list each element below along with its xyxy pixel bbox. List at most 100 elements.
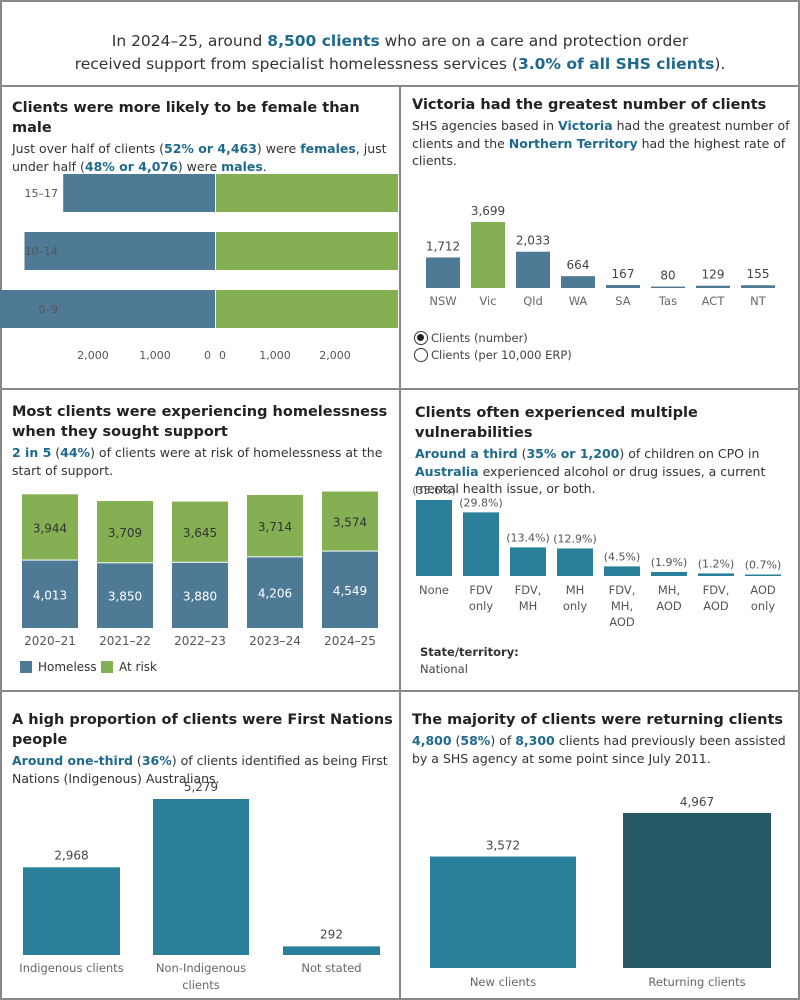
data-label: 3,714 xyxy=(258,520,292,534)
data-label: 4,967 xyxy=(680,795,714,809)
data-label: 1,712 xyxy=(426,239,460,253)
data-label: (0.7%) xyxy=(745,559,782,572)
bar-at-risk xyxy=(22,494,78,560)
panel-subtitle: 4,800 (58%) of 8,300 clients had previou… xyxy=(412,733,786,766)
data-label: 3,850 xyxy=(108,590,142,604)
panel-returning: The majority of clients were returning c… xyxy=(412,710,794,767)
category-label: FDV, xyxy=(703,583,730,597)
bar-female xyxy=(216,232,398,270)
bar-vulnerability xyxy=(557,548,593,576)
bar-vic xyxy=(471,222,505,288)
category-label: MH, xyxy=(658,583,680,597)
bar-vulnerability xyxy=(651,571,687,576)
data-label: 292 xyxy=(320,927,343,941)
category-label: NT xyxy=(750,294,767,308)
radio-unselected-icon[interactable] xyxy=(414,348,428,362)
category-label: New clients xyxy=(470,975,536,989)
radio-clients-rate[interactable]: Clients (per 10,000 ERP) xyxy=(414,348,572,362)
bar-first-nations xyxy=(283,946,380,955)
x-tick-label: 1,000 xyxy=(139,349,171,362)
category-label: None xyxy=(419,583,449,597)
bar-at-risk xyxy=(322,491,378,551)
returning-chart: 3,572 New clients 4,967 Returning clients xyxy=(430,795,771,989)
x-tick-label: 1,000 xyxy=(259,349,291,362)
category-label: FDV xyxy=(469,583,492,597)
bar-at-risk xyxy=(247,494,303,557)
bar-female xyxy=(216,290,398,328)
bar-act xyxy=(696,285,730,288)
data-label: (35.6%) xyxy=(412,484,456,497)
bar-nt xyxy=(741,285,775,288)
data-label: 4,013 xyxy=(33,588,67,602)
category-label: MH xyxy=(566,583,585,597)
data-label: 3,574 xyxy=(333,516,367,530)
legend-atrisk: At risk xyxy=(101,660,157,674)
category-label: FDV, xyxy=(609,583,636,597)
bar-at-risk xyxy=(172,501,228,562)
panel-state: Victoria had the greatest number of clie… xyxy=(412,95,790,170)
age-label: 0–9 xyxy=(39,303,59,316)
x-tick-label: 2,000 xyxy=(319,349,351,362)
data-label: (29.8%) xyxy=(459,496,503,509)
panel-title: The majority of clients were returning c… xyxy=(412,712,784,728)
data-label: 80 xyxy=(660,269,675,283)
category-label: ACT xyxy=(702,294,726,308)
category-label: only xyxy=(469,599,494,613)
bar-qld xyxy=(516,251,550,288)
data-label: (13.4%) xyxy=(506,531,550,544)
radio-selected-icon[interactable] xyxy=(414,331,428,345)
panel-subtitle: 2 in 5 (44%) of clients were at risk of … xyxy=(12,445,383,478)
category-label: 2024–25 xyxy=(324,634,376,648)
bar-male xyxy=(24,232,215,270)
panel-subtitle: SHS agencies based in Victoria had the g… xyxy=(412,118,790,168)
category-label: FDV, xyxy=(515,583,542,597)
legend-homeless: Homeless xyxy=(20,660,97,674)
bar-sa xyxy=(606,285,640,288)
panel-sex: Clients were more likely to be female th… xyxy=(12,98,390,175)
data-label: 2,968 xyxy=(54,848,88,862)
bar-new-clients xyxy=(430,856,576,968)
state-filter: State/territory: National xyxy=(420,645,519,676)
state-chart: 1,712 NSW 3,699 Vic 2,033 Qld 664 WA 167 SA 80 Tas 1… xyxy=(426,204,775,308)
category-label: Indigenous clients xyxy=(19,961,123,975)
bar-male xyxy=(63,174,216,212)
x-tick-label: 2,000 xyxy=(77,349,109,362)
category-label: Qld xyxy=(523,294,543,308)
data-label: (1.2%) xyxy=(698,557,735,570)
bar-homeless xyxy=(97,563,153,628)
data-label: 3,572 xyxy=(486,839,520,853)
data-label: 167 xyxy=(612,267,635,281)
panel-title: A high proportion of clients were First … xyxy=(12,712,393,748)
category-label: WA xyxy=(569,294,588,308)
data-label: 3,709 xyxy=(108,526,142,540)
data-label: 4,549 xyxy=(333,584,367,598)
data-label: (4.5%) xyxy=(604,550,641,563)
category-label: only xyxy=(563,599,588,613)
x-tick-label: 0 xyxy=(219,349,226,362)
data-label: 129 xyxy=(702,268,725,282)
panel-vulnerabilities: Clients often experienced multiple vulne… xyxy=(415,403,793,498)
category-label: 2023–24 xyxy=(249,634,301,648)
data-label: 2,033 xyxy=(516,234,550,248)
category-label: Non-Indigenous xyxy=(156,961,246,975)
category-label: Tas xyxy=(658,294,677,308)
category-label: AOD xyxy=(750,583,776,597)
bar-nsw xyxy=(426,257,460,288)
legend-swatch xyxy=(20,661,32,673)
category-label: Not stated xyxy=(301,961,361,975)
category-label: 2021–22 xyxy=(99,634,151,648)
x-tick-label: 0 xyxy=(204,349,211,362)
category-label: 2020–21 xyxy=(24,634,76,648)
bar-vulnerability xyxy=(416,500,452,576)
bar-wa xyxy=(561,276,595,288)
age-label: 10–14 xyxy=(25,245,59,258)
radio-clients-number[interactable]: Clients (number) xyxy=(414,331,528,345)
bar-at-risk xyxy=(97,501,153,563)
panel-title: Clients often experienced multiple vulne… xyxy=(415,405,698,441)
age-label: 15–17 xyxy=(25,187,59,200)
bar-vulnerability xyxy=(510,547,546,576)
category-label: Vic xyxy=(479,294,496,308)
data-label: 155 xyxy=(747,267,770,281)
panel-homeless: Most clients were experiencing homelessn… xyxy=(12,402,390,479)
